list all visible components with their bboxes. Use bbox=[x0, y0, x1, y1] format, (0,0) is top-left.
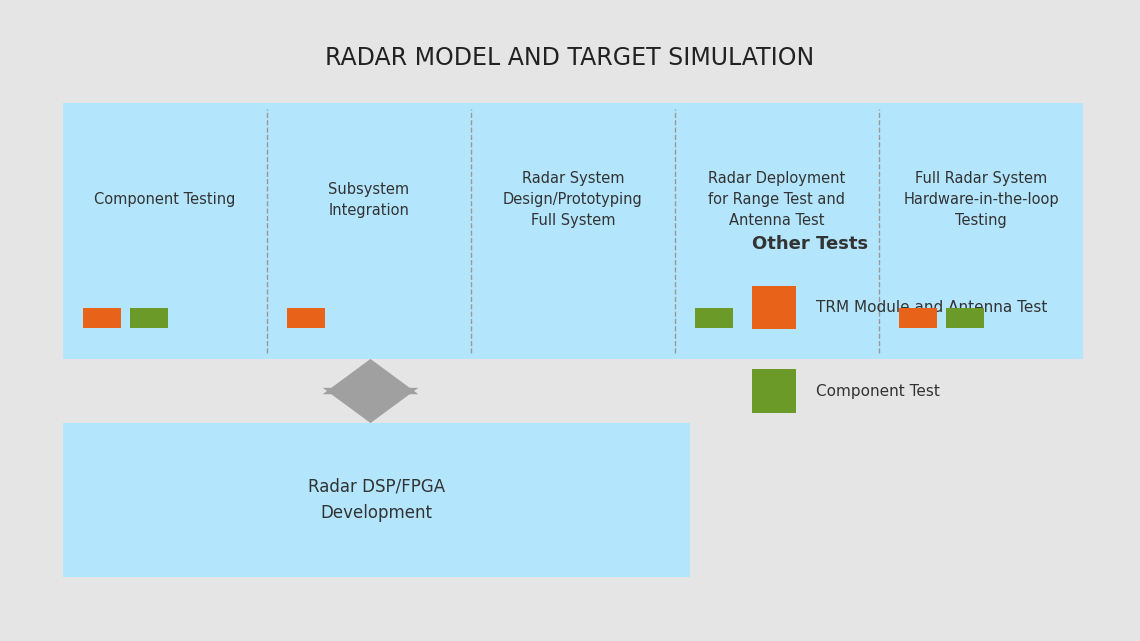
Text: RADAR MODEL AND TARGET SIMULATION: RADAR MODEL AND TARGET SIMULATION bbox=[325, 46, 815, 70]
Bar bbox=[63, 103, 1083, 359]
Bar bbox=[130, 308, 168, 328]
Text: TRM Module and Antenna Test: TRM Module and Antenna Test bbox=[816, 300, 1048, 315]
Bar bbox=[752, 286, 796, 329]
Text: Full Radar System
Hardware-in-the-loop
Testing: Full Radar System Hardware-in-the-loop T… bbox=[903, 172, 1059, 228]
Bar bbox=[946, 308, 984, 328]
Polygon shape bbox=[323, 388, 418, 423]
Bar bbox=[695, 308, 733, 328]
Text: Component Testing: Component Testing bbox=[93, 192, 236, 208]
Bar bbox=[287, 308, 325, 328]
Polygon shape bbox=[323, 359, 418, 394]
Bar bbox=[63, 423, 690, 577]
Text: Subsystem
Integration: Subsystem Integration bbox=[328, 182, 409, 218]
Text: Radar Deployment
for Range Test and
Antenna Test: Radar Deployment for Range Test and Ante… bbox=[708, 172, 846, 228]
Bar bbox=[83, 308, 121, 328]
Bar bbox=[752, 369, 796, 413]
Text: Radar System
Design/Prototyping
Full System: Radar System Design/Prototyping Full Sys… bbox=[503, 172, 643, 228]
Bar bbox=[899, 308, 937, 328]
Bar bbox=[353, 388, 388, 394]
Text: Component Test: Component Test bbox=[816, 383, 940, 399]
Text: Other Tests: Other Tests bbox=[752, 235, 869, 253]
Text: Radar DSP/FPGA
Development: Radar DSP/FPGA Development bbox=[308, 478, 445, 522]
